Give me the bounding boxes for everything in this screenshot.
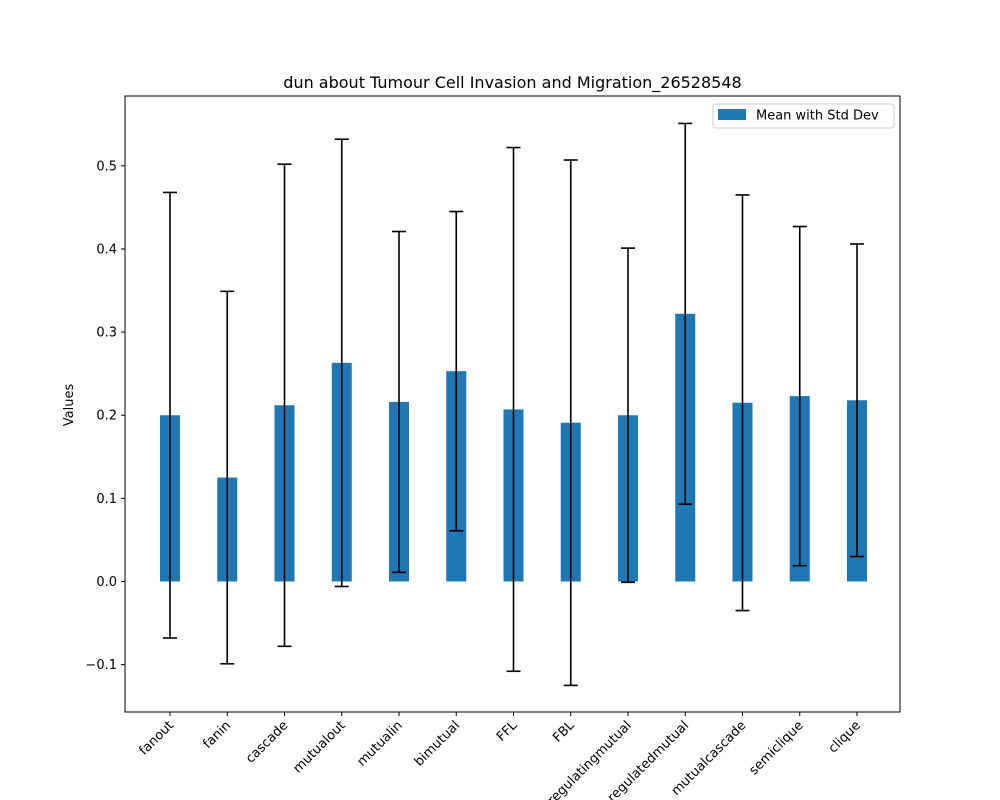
y-tick-label: 0.2 [96, 409, 117, 424]
y-tick-label: 0.5 [96, 159, 117, 174]
legend: Mean with Std Dev [712, 103, 895, 129]
axes-frame [124, 95, 901, 713]
y-tick-label: −0.1 [85, 658, 117, 673]
legend-label: Mean with Std Dev [756, 109, 879, 124]
y-axis-label: Values [62, 384, 77, 427]
y-tick-label: 0.4 [96, 242, 117, 257]
legend-frame [712, 103, 895, 129]
chart-title: dun about Tumour Cell Invasion and Migra… [283, 73, 741, 93]
y-tick-label: 0.3 [96, 326, 117, 341]
y-tick-label: 0.0 [96, 575, 117, 590]
y-tick-label: 0.1 [96, 492, 117, 507]
legend-swatch [718, 109, 746, 120]
